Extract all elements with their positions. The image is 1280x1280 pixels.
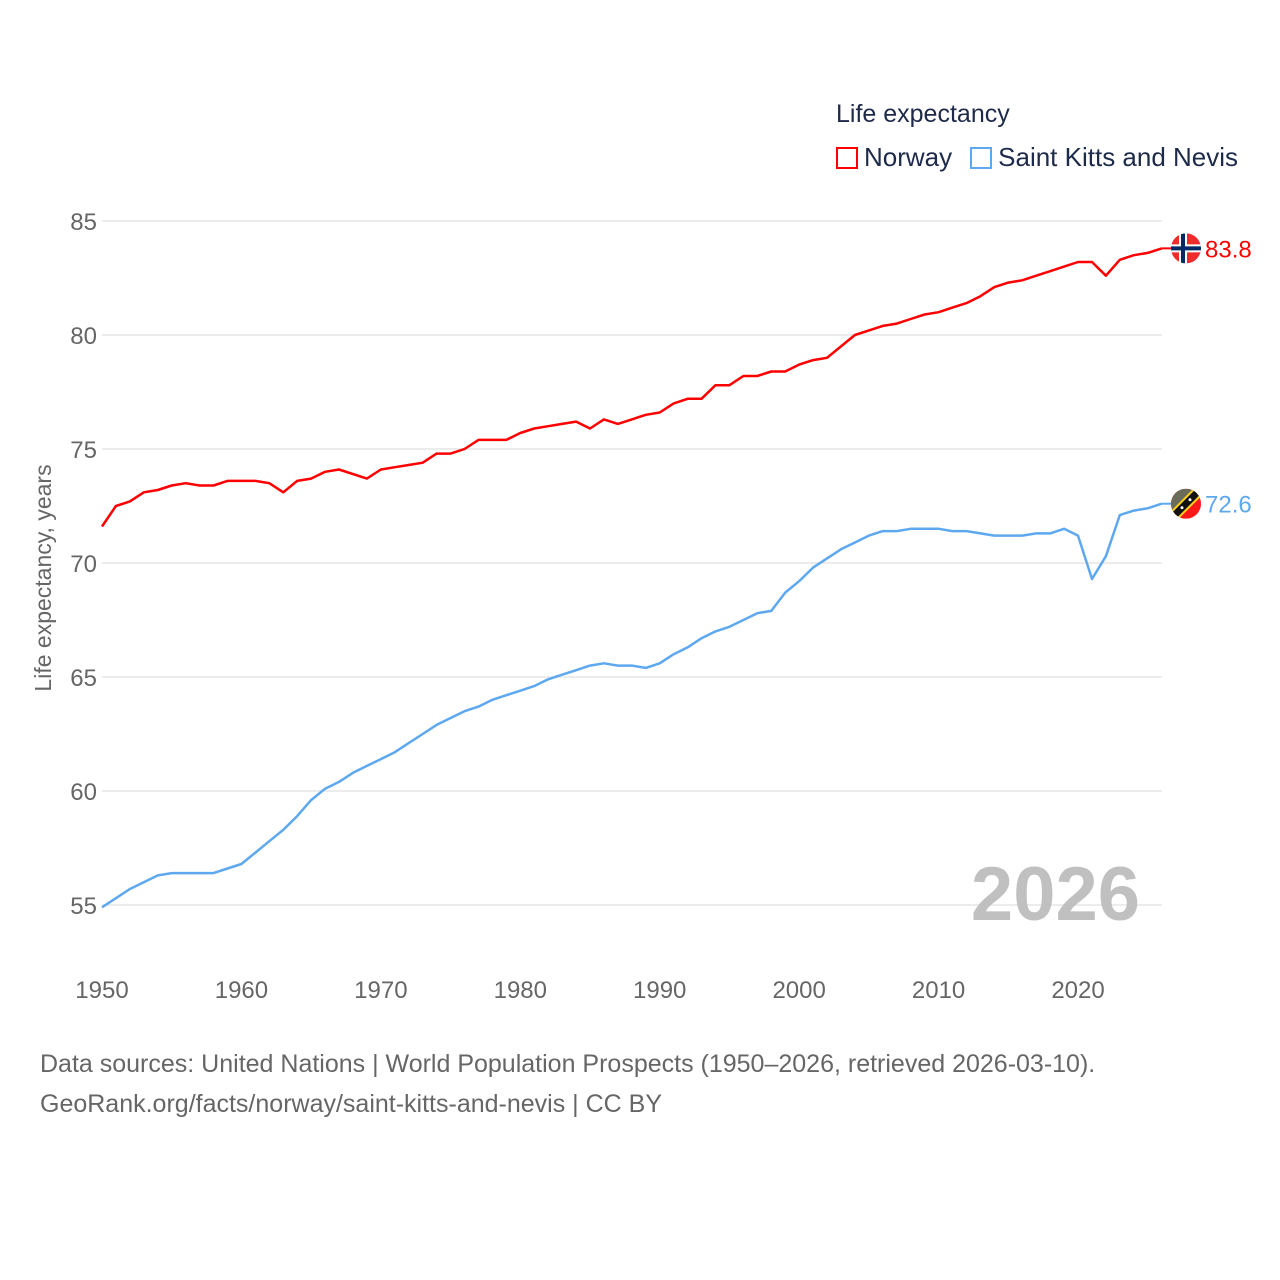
y-tick-label: 60	[70, 779, 97, 806]
x-tick-label: 1980	[494, 977, 547, 1004]
x-tick-label: 1990	[633, 977, 686, 1004]
flag-body	[1171, 233, 1201, 264]
legend-item-saint-kitts-and-nevis[interactable]: Saint Kitts and Nevis	[970, 142, 1238, 173]
legend-item-norway[interactable]: Norway	[836, 142, 952, 173]
footer: Data sources: United Nations | World Pop…	[40, 1044, 1095, 1124]
y-tick-label: 55	[70, 893, 97, 920]
y-axis-label: Life expectancy, years	[30, 464, 56, 691]
y-tick-label: 80	[70, 323, 97, 350]
y-tick-label: 75	[70, 437, 97, 464]
y-tick-label: 65	[70, 665, 97, 692]
x-tick-label: 2000	[772, 977, 825, 1004]
x-tick-label: 2020	[1051, 977, 1104, 1004]
source-link[interactable]: GeoRank.org/facts/norway/saint-kitts-and…	[40, 1090, 663, 1118]
flag-star	[1180, 506, 1184, 510]
legend-swatch-norway	[836, 146, 858, 169]
y-tick-label: 70	[70, 551, 97, 578]
x-tick-label: 2010	[912, 977, 965, 1004]
x-tick-label: 1970	[354, 977, 407, 1004]
series-line-norway	[100, 247, 1163, 528]
norway-flag-icon	[1171, 233, 1201, 264]
legend-label: Norway	[864, 142, 953, 172]
flag-body	[1171, 488, 1201, 519]
legend-title: Life expectancy	[836, 100, 1010, 128]
end-value-label: 83.8	[1205, 236, 1252, 263]
x-tick-label: 1950	[75, 977, 128, 1004]
y-tick-label: 85	[70, 209, 97, 236]
legend-swatch-saint-kitts-and-nevis	[970, 146, 993, 169]
data-sources-text: Data sources: United Nations | World Pop…	[40, 1050, 1096, 1078]
series-line-saint-kitts-and-nevis	[101, 502, 1163, 909]
legend-label: Saint Kitts and Nevis	[998, 142, 1239, 172]
flag-black	[1171, 488, 1201, 519]
year-watermark: 2026	[971, 852, 1140, 937]
legend: Norway Saint Kitts and Nevis	[836, 142, 1256, 173]
end-value-label: 72.6	[1205, 492, 1252, 519]
x-tick-label: 1960	[215, 977, 268, 1004]
saint-kitts-and-nevis-flag-icon	[1171, 488, 1201, 519]
flag-star	[1188, 498, 1192, 502]
flag-blue-h	[1171, 246, 1201, 251]
